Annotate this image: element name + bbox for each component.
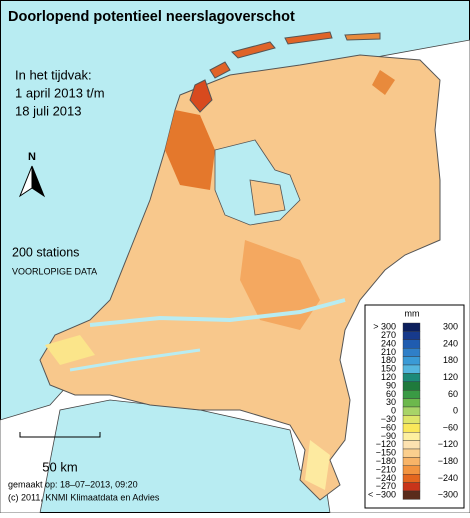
legend-swatch xyxy=(402,322,421,332)
north-arrow xyxy=(31,165,46,198)
scale-bar xyxy=(19,432,101,438)
legend-swatch xyxy=(402,423,421,433)
legend-right-label: −180 xyxy=(438,456,458,466)
legend-right-label: −120 xyxy=(438,439,458,449)
period-start: 1 april 2013 t/m xyxy=(15,85,105,100)
legend-right-label: 240 xyxy=(443,338,458,348)
dry-region xyxy=(240,240,320,330)
river xyxy=(69,348,201,372)
legend-unit: mm xyxy=(405,308,420,318)
legend-left-label: 120 xyxy=(381,372,396,382)
legend-swatch xyxy=(402,465,421,475)
legend-swatch xyxy=(402,490,421,500)
stations: 200 stations xyxy=(12,245,79,259)
island xyxy=(284,31,333,45)
legend-swatch xyxy=(402,331,421,340)
legend: > 3002702402101801501209060300−30−60−90−… xyxy=(368,322,458,500)
scale-label: 50 km xyxy=(42,459,77,474)
legend-swatch xyxy=(402,398,421,408)
legend-right-label: 300 xyxy=(443,322,458,332)
legend-swatch xyxy=(402,348,421,357)
legend-left-label: −270 xyxy=(376,481,396,491)
legend-swatch xyxy=(402,432,421,441)
legend-left-label: −240 xyxy=(376,473,396,483)
legend-left-label: 0 xyxy=(391,406,396,416)
dry-region xyxy=(372,70,395,95)
legend-right-label: −240 xyxy=(438,473,458,483)
legend-swatch xyxy=(402,373,421,382)
island xyxy=(209,61,231,79)
legend-swatch xyxy=(402,448,421,458)
legend-left-label: −150 xyxy=(376,448,396,458)
legend-left-label: < −300 xyxy=(368,490,396,500)
period-end: 18 juli 2013 xyxy=(15,103,82,118)
legend-left-label: 60 xyxy=(386,389,396,399)
legend-left-label: 30 xyxy=(386,397,396,407)
legend-left-label: 210 xyxy=(381,347,396,357)
north-label: N xyxy=(28,151,36,163)
status: VOORLOPIGE DATA xyxy=(12,266,97,276)
island xyxy=(231,41,276,59)
legend-left-label: −180 xyxy=(376,456,396,466)
legend-left-label: −90 xyxy=(381,431,396,441)
legend-left-label: > 300 xyxy=(373,322,396,332)
wet-region xyxy=(305,440,330,490)
legend-left-label: 90 xyxy=(386,380,396,390)
legend-left-label: 270 xyxy=(381,330,396,340)
legend-swatch xyxy=(402,390,421,399)
river xyxy=(89,298,346,327)
copyright: (c) 2011, KNMI Klimaatdata en Advies xyxy=(8,492,160,502)
legend-swatch xyxy=(402,415,421,424)
flevoland xyxy=(249,179,286,216)
legend-left-label: 180 xyxy=(381,355,396,365)
legend-left-label: 240 xyxy=(381,338,396,348)
island xyxy=(189,79,213,113)
wet-region xyxy=(45,335,95,365)
legend-swatch xyxy=(402,339,421,349)
legend-swatch xyxy=(402,364,421,374)
legend-right-label: 120 xyxy=(443,372,458,382)
legend-swatch xyxy=(402,406,421,416)
legend-swatch xyxy=(402,474,421,483)
period-label: In het tijdvak: xyxy=(15,67,92,82)
island xyxy=(344,32,381,41)
legend-swatch xyxy=(402,381,421,391)
legend-right-label: −60 xyxy=(443,422,458,432)
legend-swatch xyxy=(402,457,421,466)
title: Doorlopend potentieel neerslagoverschot xyxy=(8,9,295,25)
legend-swatch xyxy=(402,356,421,366)
legend-left-label: −120 xyxy=(376,439,396,449)
legend-left-label: −210 xyxy=(376,464,396,474)
legend-left-label: −60 xyxy=(381,422,396,432)
made: gemaakt op: 18–07–2013, 09:20 xyxy=(8,479,138,489)
legend-right-label: −300 xyxy=(438,490,458,500)
dry-region xyxy=(165,110,215,190)
legend-right-label: 0 xyxy=(453,406,458,416)
legend-right-label: 180 xyxy=(443,355,458,365)
land xyxy=(39,54,441,501)
legend-left-label: 150 xyxy=(381,364,396,374)
legend-left-label: −30 xyxy=(381,414,396,424)
legend-swatch xyxy=(402,482,421,492)
legend-swatch xyxy=(402,440,421,450)
legend-right-label: 60 xyxy=(448,389,458,399)
